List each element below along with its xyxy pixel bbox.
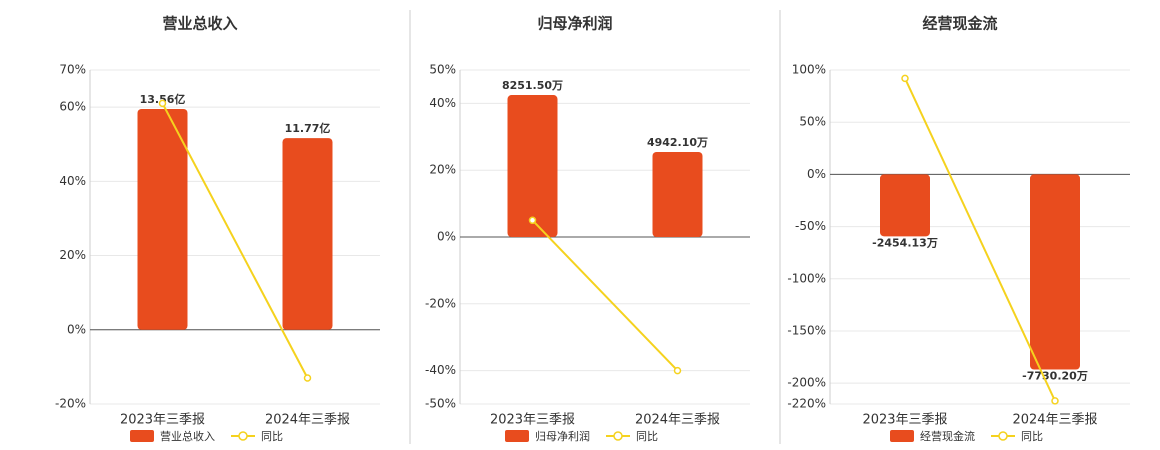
y-tick-label: 20%	[429, 163, 456, 177]
value-label: 4942.10万	[647, 136, 708, 149]
y-tick-label: 50%	[429, 63, 456, 77]
legend-label: 营业总收入	[160, 429, 215, 443]
chart-title: 经营现金流	[922, 15, 997, 33]
y-tick-label: 0%	[67, 322, 86, 336]
chart-title: 营业总收入	[162, 15, 237, 33]
legend-swatch	[130, 430, 154, 442]
y-tick-label: 40%	[59, 174, 86, 188]
y-tick-label: -100%	[787, 271, 826, 285]
x-tick-label: 2024年三季报	[1012, 413, 1097, 428]
legend-swatch	[613, 431, 623, 441]
legend-swatch	[998, 431, 1008, 441]
bar	[652, 151, 703, 237]
line-point	[158, 99, 167, 108]
value-label: -7730.20万	[1022, 370, 1088, 383]
y-tick-label: -20%	[425, 296, 456, 310]
line-point	[1051, 397, 1059, 405]
legend-label: 经营现金流	[920, 429, 975, 443]
legend-label: 同比	[1021, 430, 1043, 443]
line-point	[303, 374, 312, 382]
legend-swatch	[238, 431, 248, 441]
line	[531, 219, 679, 372]
bar	[507, 95, 558, 237]
legend-label: 同比	[636, 430, 658, 443]
line-point	[901, 74, 909, 83]
legend-label: 归母净利润	[535, 429, 590, 443]
x-tick-label: 2023年三季报	[120, 413, 205, 428]
x-tick-label: 2024年三季报	[635, 413, 720, 428]
bar	[1030, 174, 1080, 370]
y-tick-label: -220%	[787, 397, 826, 411]
y-tick-label: -40%	[425, 363, 456, 377]
y-tick-label: 70%	[59, 63, 86, 77]
chart-title: 归母净利润	[537, 15, 612, 33]
x-tick-label: 2023年三季报	[862, 413, 947, 428]
line-point	[673, 366, 682, 375]
y-tick-label: 0%	[437, 230, 456, 244]
y-tick-label: -50%	[795, 219, 826, 233]
bar	[137, 108, 188, 330]
y-tick-label: 0%	[807, 167, 826, 181]
line	[161, 102, 309, 379]
bar	[282, 138, 333, 330]
y-tick-label: -150%	[787, 323, 826, 337]
value-label: -2454.13万	[872, 236, 938, 249]
y-tick-label: -200%	[787, 376, 826, 390]
x-tick-label: 2023年三季报	[490, 413, 575, 428]
value-label: 8251.50万	[502, 79, 563, 92]
value-label: 11.77亿	[285, 121, 331, 135]
y-tick-label: 50%	[799, 115, 826, 129]
x-tick-label: 2024年三季报	[265, 413, 350, 428]
y-tick-label: -20%	[55, 397, 86, 411]
y-tick-label: 60%	[59, 100, 86, 114]
y-tick-label: 40%	[429, 96, 456, 110]
y-tick-label: -50%	[425, 397, 456, 411]
value-label: 13.56亿	[140, 92, 186, 106]
bar	[880, 174, 930, 237]
y-tick-label: 100%	[792, 63, 826, 77]
line	[904, 77, 1056, 402]
legend-swatch	[505, 430, 529, 442]
line-point	[528, 216, 537, 225]
legend-swatch	[890, 430, 914, 442]
y-tick-label: 20%	[59, 248, 86, 262]
legend-label: 同比	[261, 430, 283, 443]
